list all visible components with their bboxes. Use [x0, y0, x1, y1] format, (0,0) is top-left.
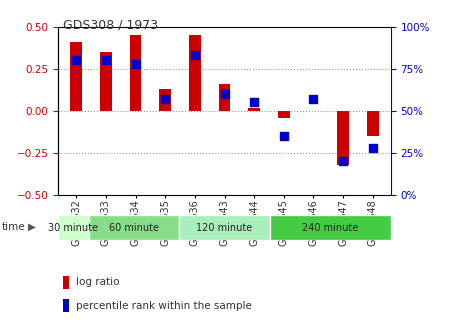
Text: GDS308 / 1973: GDS308 / 1973 — [63, 18, 158, 32]
Point — [132, 61, 139, 67]
Text: time: time — [2, 222, 26, 232]
Bar — [278, 111, 290, 118]
Bar — [70, 42, 82, 111]
Point — [369, 145, 376, 151]
Bar — [189, 35, 201, 111]
Bar — [219, 84, 230, 111]
Bar — [58, 215, 88, 240]
Text: 120 minute: 120 minute — [196, 223, 253, 233]
Bar — [179, 215, 270, 240]
Text: ▶: ▶ — [28, 222, 36, 232]
Point — [310, 96, 317, 102]
Bar — [248, 108, 260, 111]
Text: 60 minute: 60 minute — [109, 223, 159, 233]
Text: log ratio: log ratio — [75, 277, 119, 287]
Bar — [367, 111, 379, 136]
Bar — [270, 215, 391, 240]
Bar — [88, 215, 179, 240]
Point — [251, 100, 258, 105]
Point — [102, 58, 110, 63]
Point — [73, 58, 80, 63]
Text: percentile rank within the sample: percentile rank within the sample — [75, 301, 251, 311]
Bar — [159, 89, 171, 111]
Point — [191, 53, 198, 58]
Text: 240 minute: 240 minute — [302, 223, 358, 233]
Text: 30 minute: 30 minute — [48, 223, 98, 233]
Point — [221, 91, 228, 97]
Bar — [130, 35, 141, 111]
Point — [339, 159, 347, 164]
Point — [162, 96, 169, 102]
Point — [280, 133, 287, 139]
Bar — [337, 111, 349, 165]
Bar — [100, 52, 112, 111]
